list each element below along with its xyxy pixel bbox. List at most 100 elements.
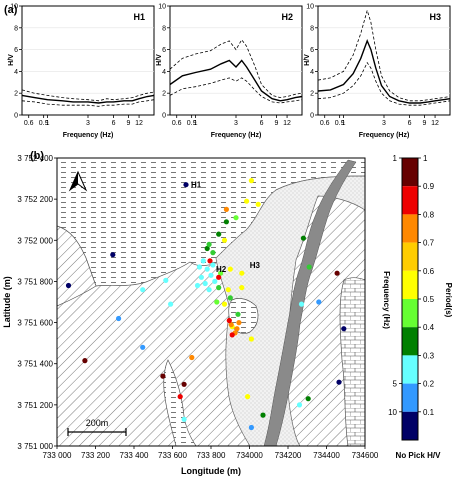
map-x-tick-label: 733 800	[197, 451, 226, 460]
hv-x-tick-label: 3	[382, 120, 386, 127]
hv-ylabel: H/V	[8, 54, 15, 66]
map-unit-alluvium	[215, 175, 365, 446]
hv-x-tick-label: 6	[408, 120, 412, 127]
colorbar-right-ticks: 1 0.9 0.8 0.7 0.6 0.5 0.4 0.3 0.2 0.1	[418, 154, 435, 417]
map-y-tick-label: 3 751 200	[17, 401, 53, 410]
map-point	[181, 416, 187, 422]
hv-mean-line	[21, 94, 155, 104]
hv-lower-bound-line	[169, 77, 303, 104]
hv-x-tick-label: 1	[194, 120, 198, 127]
hv-xlabel: Frequency (Hz)	[359, 132, 410, 139]
map-point	[248, 424, 254, 431]
scale-bar: 200m	[67, 418, 127, 436]
colorbar-left-tick-label: 5	[393, 380, 398, 389]
map-point	[208, 272, 214, 278]
map-point	[160, 373, 166, 379]
hv-curves	[317, 8, 451, 106]
hv-x-tick-label: 0.9	[187, 120, 197, 127]
map-ylabel: Latitude (m)	[2, 276, 12, 328]
map-point	[236, 320, 242, 326]
colorbar-right-tick-label: 0.8	[423, 210, 435, 219]
colorbar-right-tick-label: 0.2	[423, 380, 435, 389]
map-site-label: H3	[250, 261, 261, 270]
map-point	[244, 198, 250, 204]
map-site-label: H2	[216, 265, 227, 274]
hv-curves	[21, 89, 155, 107]
map-point	[316, 299, 322, 305]
hv-y-tick-label: 0	[310, 113, 314, 120]
map-site-label: H1	[191, 181, 202, 190]
map-point	[206, 287, 212, 293]
map-x-tick-label: 733 400	[120, 451, 149, 460]
map-x-tick-label: 734600	[352, 451, 379, 460]
colorbar-right-tick-label: 1	[423, 154, 428, 163]
map: 3 751 000 3 751 200 3 751 400 3 751 600 3 75…	[2, 154, 379, 476]
map-point	[163, 277, 169, 283]
map-y-tick-label: 3 751 000	[17, 442, 53, 451]
map-point	[235, 311, 241, 317]
hv-x-tick-label: 9	[275, 120, 279, 127]
map-point	[216, 274, 222, 280]
map-y-tick-label: 3 752 200	[17, 195, 53, 204]
hv-y-tick-label: 10	[10, 4, 18, 11]
map-point	[228, 322, 234, 328]
hv-y-tick-label: 6	[310, 47, 314, 54]
colorbar-band	[402, 383, 418, 412]
hv-panel-h2: 0 2 4 6 8 10 0.6 0.91 3 6 9 12 H2 H/V Frequency (H…	[156, 4, 303, 139]
colorbar-band	[402, 299, 418, 328]
colorbar-bands	[402, 158, 418, 440]
map-point	[229, 332, 235, 338]
map-y-tick-label: 3 751 800	[17, 277, 53, 286]
colorbar-right-label: Period(s)	[444, 283, 453, 318]
map-point	[210, 250, 216, 256]
hv-y-tick-label: 8	[162, 25, 166, 32]
hv-ylabel: H/V	[304, 54, 311, 66]
map-point	[140, 344, 146, 350]
hv-y-tick-label: 10	[306, 4, 314, 11]
hv-title: H2	[281, 12, 293, 22]
map-points	[65, 178, 347, 431]
colorbar-band	[402, 355, 418, 384]
hv-y-tick-label: 8	[14, 25, 18, 32]
map-point	[234, 326, 240, 332]
hv-mean-line	[169, 59, 303, 102]
map-unit-dashed-pocket	[228, 298, 259, 334]
hv-x-tick-label: 9	[423, 120, 427, 127]
map-unit-brick-east	[339, 277, 365, 446]
hv-x-tick-label: 1	[46, 120, 50, 127]
map-x-tick-label: 733 000	[43, 451, 72, 460]
map-point	[305, 396, 311, 402]
hv-y-tick-label: 8	[310, 25, 314, 32]
panel-a-label: (a)	[4, 4, 18, 16]
hv-x-ticks: 0.6 0.91 3 6 9 12	[172, 115, 291, 127]
hv-y-tick-label: 6	[162, 47, 166, 54]
map-point	[227, 266, 233, 272]
map-point	[177, 394, 183, 400]
map-point	[82, 358, 88, 364]
north-arrow-half	[70, 172, 78, 190]
map-x-tick-label: 734000	[236, 451, 263, 460]
map-point	[300, 235, 306, 241]
map-point	[296, 402, 303, 408]
colorbar-band	[402, 411, 418, 440]
map-point	[260, 412, 266, 418]
hv-title: H1	[133, 12, 145, 22]
hv-x-tick-label: 3	[234, 120, 238, 127]
hv-xlabel: Frequency (Hz)	[211, 132, 262, 139]
map-point	[227, 295, 233, 301]
map-point	[233, 215, 239, 221]
map-point	[202, 280, 208, 287]
colorbar-right-tick-label: 0.3	[423, 351, 435, 360]
hv-y-tick-label: 2	[310, 91, 314, 98]
map-point	[334, 270, 340, 276]
map-point	[181, 381, 187, 387]
map-point	[218, 270, 224, 276]
map-x-tick-label: 734200	[275, 451, 302, 460]
map-point	[206, 241, 212, 247]
map-point	[239, 285, 245, 291]
hv-x-tick-label: 0.9	[335, 120, 345, 127]
hv-plot-frame	[317, 5, 451, 116]
hv-y-tick-label: 2	[162, 91, 166, 98]
map-y-ticks: 3 751 000 3 751 200 3 751 400 3 751 600 3 75…	[17, 154, 57, 451]
